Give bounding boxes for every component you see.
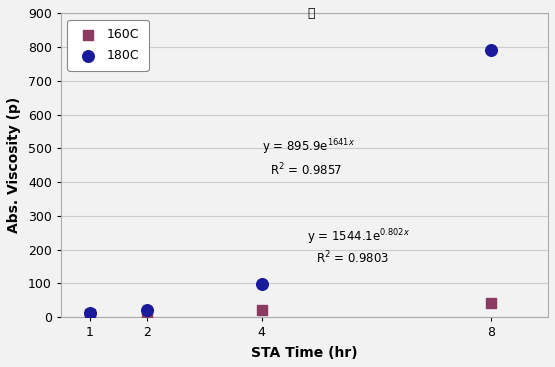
180C (486, 47, 495, 52)
Text: 천: 천 (307, 7, 315, 20)
160C (257, 308, 266, 313)
Text: R$^2$ = 0.9857: R$^2$ = 0.9857 (270, 162, 342, 178)
180C (257, 281, 266, 287)
160C (486, 300, 495, 306)
180C (85, 310, 94, 316)
Text: y = 1544.1e$^{0.802x}$: y = 1544.1e$^{0.802x}$ (307, 227, 410, 247)
Text: y = 895.9e$^{1641x}$: y = 895.9e$^{1641x}$ (261, 138, 355, 157)
Legend: 160C, 180C: 160C, 180C (67, 20, 149, 71)
Text: R$^2$ = 0.9803: R$^2$ = 0.9803 (316, 250, 389, 267)
160C (85, 311, 94, 317)
160C (143, 312, 152, 318)
180C (143, 307, 152, 313)
X-axis label: STA Time (hr): STA Time (hr) (251, 346, 358, 360)
Y-axis label: Abs. Viscosity (p): Abs. Viscosity (p) (7, 97, 21, 233)
